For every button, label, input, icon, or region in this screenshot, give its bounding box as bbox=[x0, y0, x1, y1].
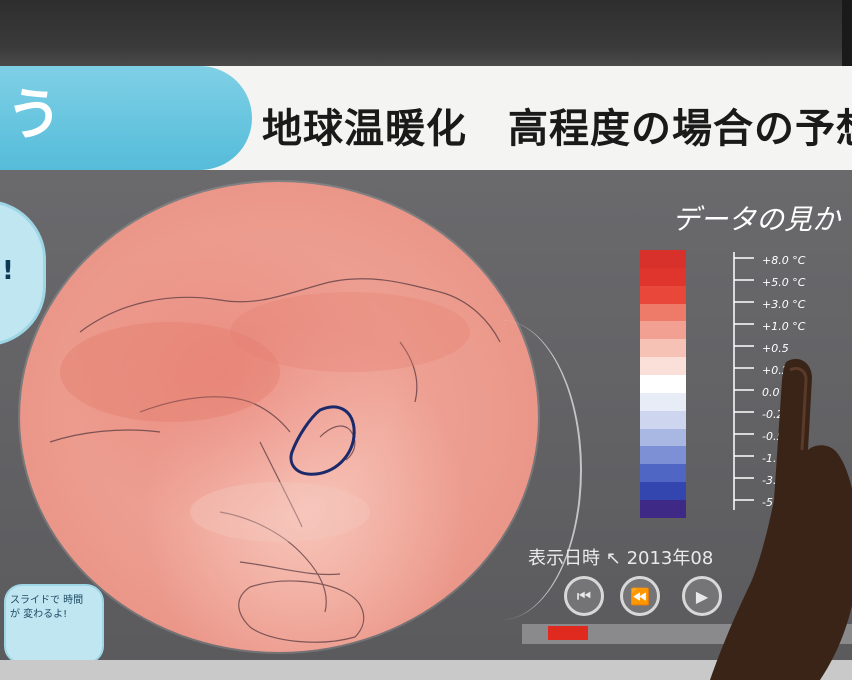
rewind-button[interactable]: ⏪ bbox=[620, 576, 660, 616]
timeline-slider-thumb[interactable] bbox=[548, 626, 588, 640]
top-bezel bbox=[0, 0, 852, 66]
scale-ticks bbox=[733, 252, 754, 510]
scale-label: +0.5 bbox=[762, 342, 789, 355]
left-speech-bubble-text: ! bbox=[2, 256, 14, 286]
scale-label: -0.2 bbox=[762, 408, 784, 421]
rewind-icon: ⏪ bbox=[630, 586, 650, 606]
scale-label: 0.0 bbox=[762, 386, 780, 399]
header-tab bbox=[0, 66, 252, 170]
skip-to-start-icon: ⏮ bbox=[576, 586, 592, 605]
scale-label: +1.0 °C bbox=[762, 320, 806, 333]
bottom-bezel bbox=[0, 660, 852, 680]
color-scale-bar bbox=[640, 250, 686, 518]
header-tab-character: う bbox=[6, 83, 62, 148]
page-title: 地球温暖化 高程度の場合の予想 bbox=[262, 106, 852, 152]
japan-highlight bbox=[289, 405, 356, 476]
skip-to-start-button[interactable]: ⏮ bbox=[564, 576, 604, 616]
scale-label: +8.0 °C bbox=[762, 254, 806, 267]
right-bezel bbox=[842, 0, 852, 80]
pointing-hand bbox=[710, 358, 852, 680]
scale-label: +0.2 bbox=[762, 364, 789, 377]
cursor-icon: ↖ bbox=[605, 548, 621, 569]
legend-title: データの見か bbox=[672, 203, 841, 236]
coastline-map bbox=[49, 278, 501, 643]
display-date: 表示日時 ↖ 2013年08 bbox=[528, 544, 713, 570]
scale-label: +3.0 °C bbox=[762, 298, 806, 311]
globe-rotation-arc[interactable] bbox=[420, 320, 582, 620]
display-date-label: 表示日時 bbox=[528, 548, 600, 569]
play-icon: ▶ bbox=[695, 586, 709, 606]
hint-speech-bubble-text: スライドで 時間が 変わるよ! bbox=[10, 595, 84, 620]
hint-speech-bubble bbox=[4, 584, 104, 664]
scale-label: +5.0 °C bbox=[762, 276, 806, 289]
display-date-value: 2013年08 bbox=[626, 548, 714, 569]
play-button[interactable]: ▶ bbox=[682, 576, 722, 616]
scale-label: -5 bbox=[762, 496, 773, 509]
